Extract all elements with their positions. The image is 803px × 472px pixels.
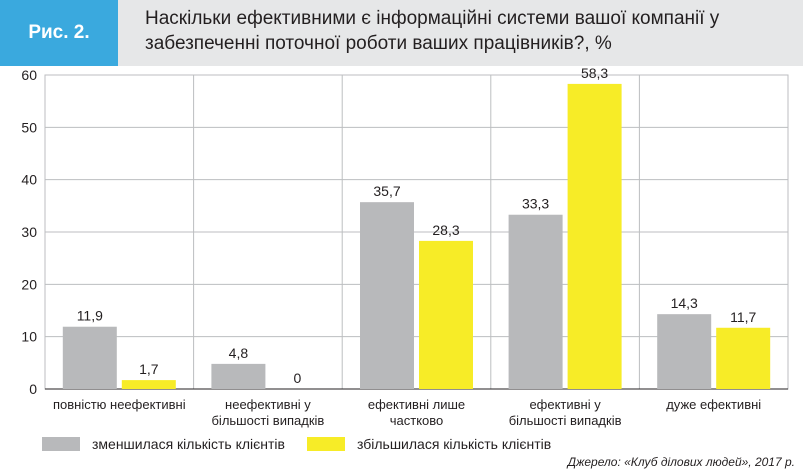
y-tick-label: 20 (21, 276, 37, 292)
figure-badge (0, 0, 118, 66)
y-tick-label: 50 (21, 119, 37, 135)
data-label: 35,7 (373, 183, 400, 199)
y-axis-ticks: 0 10 20 30 40 50 60 (21, 67, 37, 397)
bar (657, 314, 712, 389)
legend: зменшилася кількість клієнтів збільшилас… (42, 434, 573, 454)
chart-header: Рис. 2. Наскільки ефективними є інформац… (0, 0, 803, 66)
legend-label-increased: збільшилася кількість клієнтів (356, 436, 552, 452)
figure-label: Рис. 2. (28, 22, 90, 43)
bar (62, 326, 117, 389)
x-tick-label: частково (390, 413, 444, 428)
y-tick-label: 30 (21, 224, 37, 240)
x-tick-label: неефективні у (225, 397, 311, 412)
bars (62, 83, 771, 389)
bar (360, 202, 414, 389)
y-tick-label: 40 (21, 172, 37, 188)
data-label: 58,3 (581, 66, 608, 81)
bar (567, 83, 622, 389)
x-tick-label: ефективні лише (368, 397, 465, 412)
bar (716, 327, 771, 389)
data-label: 14,3 (671, 295, 698, 311)
bar (508, 214, 563, 389)
x-tick-label: більшості випадків (509, 413, 622, 428)
data-label: 1,7 (139, 361, 159, 377)
data-label: 4,8 (229, 345, 249, 361)
bar (121, 380, 176, 389)
x-tick-label: дуже ефективні (666, 397, 761, 412)
y-tick-label: 0 (29, 381, 37, 397)
legend-item-decreased: зменшилася кількість клієнтів (42, 436, 285, 452)
chart-title: Наскільки ефективними є інформаційні сис… (145, 8, 720, 54)
legend-swatch-yellow (306, 437, 345, 451)
data-label: 11,7 (730, 309, 756, 325)
data-label: 33,3 (522, 196, 549, 212)
data-label: 11,9 (77, 308, 103, 324)
source-note: Джерело: «Клуб ділових людей», 2017 р. (567, 455, 795, 469)
data-label: 28,3 (432, 222, 459, 238)
x-tick-label: повністю неефективні (53, 397, 186, 412)
bar-chart: 0 10 20 30 40 50 60 11,9 1,7 4,8 0 35,7 28,3 33,3 58,… (21, 66, 789, 428)
x-tick-label: ефективні у (529, 397, 601, 412)
y-tick-label: 10 (21, 329, 37, 345)
data-label: 0 (294, 370, 302, 386)
legend-label-decreased: зменшилася кількість клієнтів (92, 436, 285, 452)
legend-swatch-gray (42, 437, 80, 451)
bar (211, 363, 266, 389)
legend-item-increased: збільшилася кількість клієнтів (306, 436, 552, 452)
bar (419, 240, 473, 389)
x-tick-label: більшості випадків (211, 413, 324, 428)
x-axis-labels: повністю неефективні неефективні убільшос… (53, 397, 761, 428)
value-labels: 11,9 1,7 4,8 0 35,7 28,3 33,3 58,3 14,3 11,7 (77, 66, 757, 386)
y-tick-label: 60 (21, 67, 37, 83)
